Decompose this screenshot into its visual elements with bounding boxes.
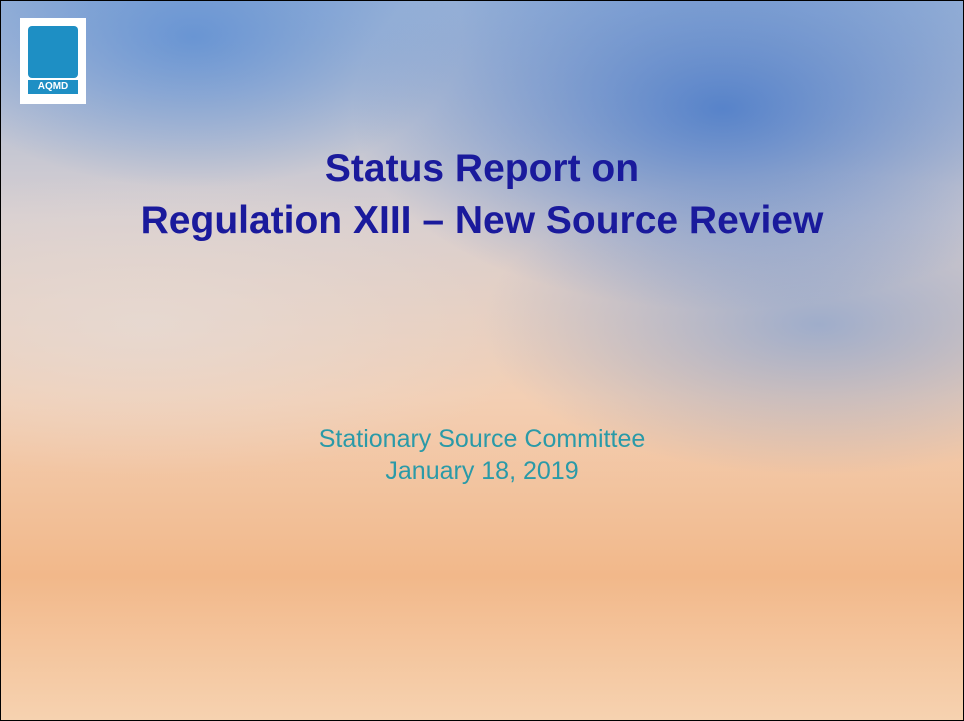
slide: AQMD Status Report on Regulation XIII – … [0,0,964,721]
logo-icon [28,26,78,78]
subtitle-line: January 18, 2019 [1,457,963,486]
title-line: Status Report on [1,147,963,191]
logo-label: AQMD [28,80,78,94]
title-line: Regulation XIII – New Source Review [1,199,963,243]
logo: AQMD [20,18,86,104]
subtitle-line: Stationary Source Committee [1,425,963,454]
